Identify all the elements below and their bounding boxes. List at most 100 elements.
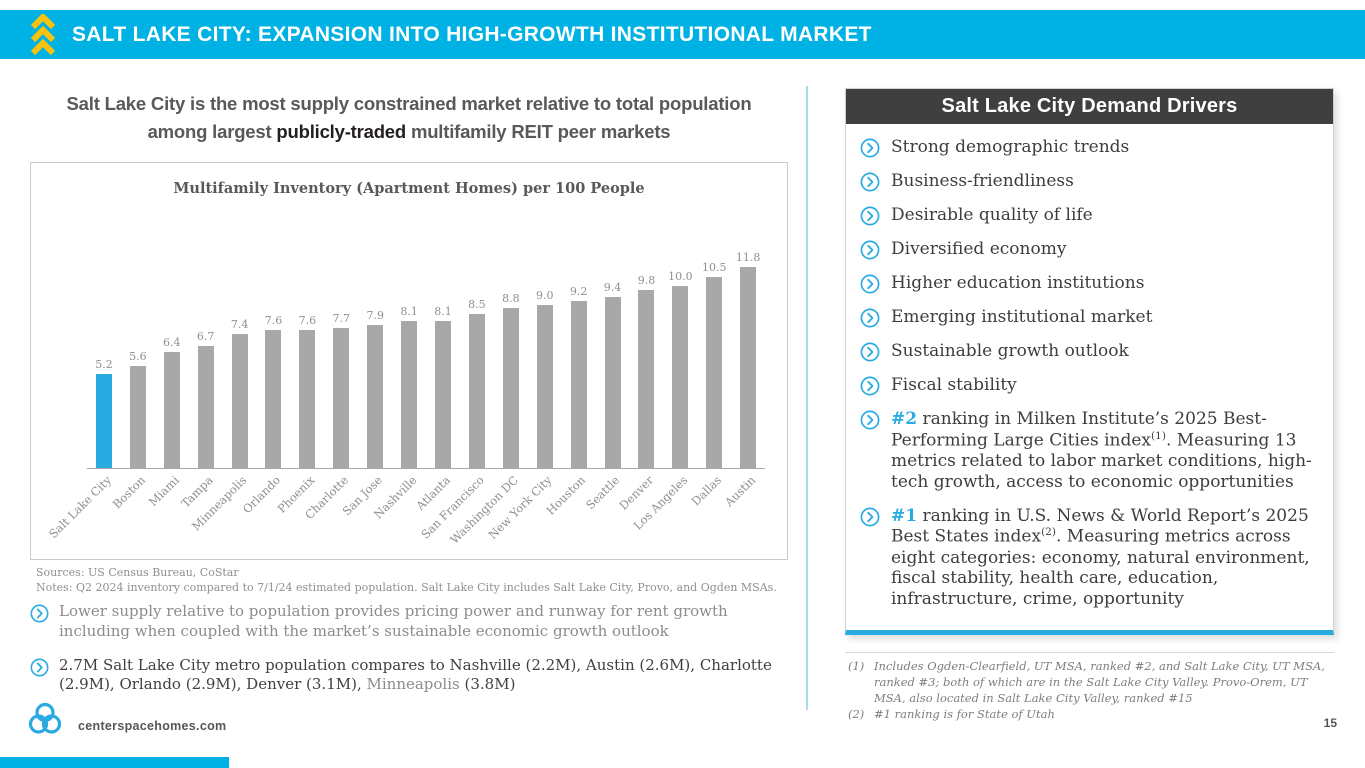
bar-value-label: 6.7: [196, 330, 215, 344]
slide-header: SALT LAKE CITY: EXPANSION INTO HIGH-GROW…: [0, 10, 1365, 59]
bullet-item: Lower supply relative to population prov…: [30, 602, 788, 642]
website-link[interactable]: centerspacehomes.com: [78, 719, 227, 733]
bar-chart-plot: 5.2 Salt Lake City 5.6 Boston 6.4 Miami 6.7 Tam…: [46, 251, 765, 547]
heading-line2-bold: publicly-traded: [276, 120, 406, 142]
text-segment: (2): [1041, 526, 1056, 539]
footnote-number: (2): [848, 706, 865, 721]
bar-x-label: Austin: [721, 473, 759, 510]
text-segment: Sustainable growth outlook: [891, 341, 1129, 361]
demand-driver-item: Strong demographic trends: [860, 137, 1317, 158]
bar-column: 5.6 Boston: [109, 251, 155, 511]
demand-driver-item: Sustainable growth outlook: [860, 341, 1317, 362]
text-segment: Diversified economy: [891, 239, 1067, 259]
chevron-circle-icon: [860, 342, 880, 362]
text-segment: Lower supply relative to population prov…: [59, 602, 728, 640]
chevron-circle-icon: [860, 308, 880, 328]
bar: [129, 366, 146, 468]
bar: [502, 308, 519, 468]
driver-text: Higher education institutions: [891, 273, 1144, 294]
bar-value-label: 11.8: [735, 251, 761, 264]
bar-chart: Multifamily Inventory (Apartment Homes) …: [30, 162, 788, 560]
bar-value-label: 8.1: [434, 304, 452, 318]
bar-column: 8.1 Atlanta: [413, 251, 460, 513]
text-segment: Minneapolis: [366, 675, 460, 694]
text-segment: Higher education institutions: [891, 273, 1145, 293]
driver-text: Fiscal stability: [891, 375, 1017, 396]
chevron-circle-icon: [860, 172, 880, 192]
driver-text: #2 ranking in Milken Institute’s 2025 Be…: [891, 409, 1317, 493]
notes-line: Notes: Q2 2024 inventory compared to 7/1…: [36, 581, 777, 595]
heading-line1: Salt Lake City is the most supply constr…: [66, 93, 752, 114]
chevron-circle-icon: [860, 507, 880, 527]
chevron-circle-icon: [860, 274, 880, 294]
bar-column: 10.5 Dallas: [689, 251, 731, 508]
bar-x-label: Seattle: [583, 473, 623, 513]
left-heading: Salt Lake City is the most supply constr…: [25, 90, 793, 146]
bar: [299, 329, 316, 468]
text-segment: 2.7M Salt Lake City metro population com…: [59, 655, 772, 694]
bar: [401, 320, 418, 468]
chevron-circle-icon: [30, 658, 49, 677]
slide-title: SALT LAKE CITY: EXPANSION INTO HIGH-GROW…: [72, 22, 872, 46]
bar: [95, 373, 112, 468]
text-segment: #1: [891, 505, 918, 526]
text-segment: Emerging institutional market: [891, 307, 1153, 327]
text-segment: ranking in U.S. News & World Report’s 20…: [891, 505, 1309, 547]
bar-value-label: 7.9: [366, 308, 384, 322]
driver-text: Diversified economy: [891, 239, 1066, 260]
chevron-circle-icon: [860, 138, 880, 158]
text-segment: Business-friendliness: [891, 171, 1074, 191]
bar-value-label: 6.4: [163, 335, 181, 349]
footnote-divider: [845, 652, 1334, 653]
bar-column: 9.0 New York City: [486, 251, 562, 543]
demand-driver-item: #2 ranking in Milken Institute’s 2025 Be…: [860, 409, 1317, 493]
bar: [197, 346, 214, 468]
bar: [333, 328, 350, 468]
heading-line2-post: multifamily REIT peer markets: [406, 120, 671, 142]
bar-value-label: 10.5: [702, 261, 727, 275]
bar-column: 9.4 Seattle: [583, 251, 630, 512]
demand-driver-item: Emerging institutional market: [860, 307, 1317, 328]
bar-column: 7.7 Charlotte: [302, 251, 358, 522]
vertical-divider: [806, 86, 808, 710]
demand-driver-item: #1 ranking in U.S. News & World Report’s…: [860, 506, 1317, 610]
footnote-item: (1) Includes Ogden-Clearfield, UT MSA, ra…: [848, 659, 1336, 707]
chart-source-notes: Sources: US Census Bureau, CoStar Notes:…: [36, 565, 786, 596]
driver-text: #1 ranking in U.S. News & World Report’s…: [891, 506, 1317, 610]
bar-column: 6.4 Miami: [146, 251, 189, 509]
text-segment: (3.8M): [459, 675, 516, 694]
bar-column: 8.1 Nashville: [371, 251, 426, 522]
bar-value-label: 8.8: [502, 292, 520, 306]
bar-column: 8.8 Washington DC: [447, 251, 528, 546]
chevron-circle-icon: [30, 604, 49, 623]
panel-header: Salt Lake City Demand Drivers: [846, 89, 1333, 124]
text-segment: Fiscal stability: [891, 375, 1017, 395]
left-bullets: Lower supply relative to population prov…: [30, 602, 788, 709]
bar: [706, 277, 723, 468]
bottom-accent-bar: [0, 757, 229, 768]
bar-x-label: Dallas: [688, 473, 725, 509]
bar-value-label: 8.1: [400, 304, 418, 318]
driver-text: Strong demographic trends: [891, 137, 1129, 158]
demand-driver-item: Business-friendliness: [860, 171, 1317, 192]
text-segment: . Measuring 13 metrics related to labor …: [891, 430, 1312, 492]
bar-column: 11.8 Austin: [722, 251, 765, 509]
demand-driver-item: Desirable quality of life: [860, 205, 1317, 226]
bar-x-label: Salt Lake City: [45, 473, 114, 542]
demand-driver-item: Fiscal stability: [860, 375, 1317, 396]
text-segment: ranking in Milken Institute’s 2025 Best-…: [891, 409, 1267, 451]
footnote-item: (2) #1 ranking is for State of Utah: [848, 707, 1336, 723]
bar-x-label: Boston: [109, 473, 148, 512]
footnote-text: #1 ranking is for State of Utah: [874, 706, 1055, 721]
centerspace-logo-icon: [26, 700, 64, 738]
bar: [570, 300, 587, 468]
chevron-circle-icon: [860, 410, 880, 430]
triple-chevron-icon: [30, 13, 56, 56]
chart-title: Multifamily Inventory (Apartment Homes) …: [173, 180, 645, 197]
chevron-circle-icon: [860, 240, 880, 260]
footnotes: (1) Includes Ogden-Clearfield, UT MSA, ra…: [848, 659, 1336, 722]
bar-value-label: 9.2: [569, 284, 588, 298]
text-segment: . Measuring metrics across eight categor…: [891, 526, 1310, 610]
driver-text: Emerging institutional market: [891, 307, 1152, 328]
bar: [740, 267, 757, 468]
